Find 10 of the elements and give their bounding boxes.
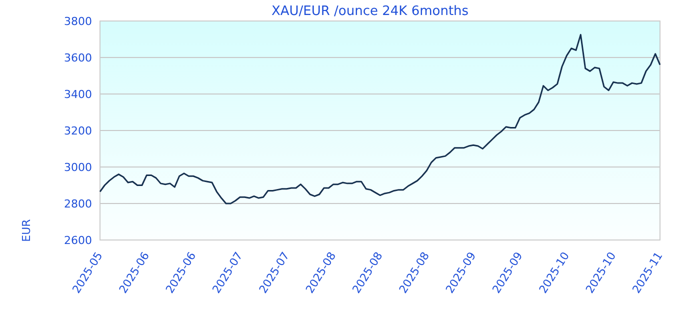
y-tick-label: 3000	[64, 160, 92, 174]
y-axis-title: EUR	[20, 218, 33, 242]
y-tick-label: 3400	[64, 88, 92, 101]
y-tick-label: 3200	[64, 124, 92, 138]
y-tick-label: 3600	[64, 51, 92, 64]
y-tick-label: 2600	[64, 234, 92, 247]
chart-title: XAU/EUR /ounce 24K 6months	[271, 4, 469, 19]
y-tick-label: 3800	[64, 14, 92, 28]
line-series	[99, 34, 661, 204]
y-tick-label: 2800	[64, 197, 92, 210]
